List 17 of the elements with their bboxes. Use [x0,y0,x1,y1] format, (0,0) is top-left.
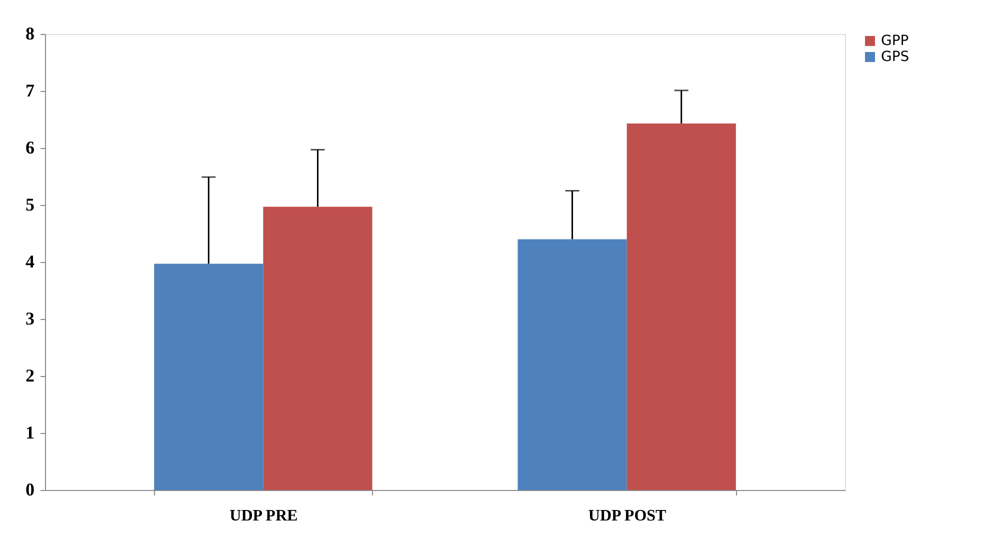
x-tick-label: UDP POST [588,508,667,524]
legend-label: GPS [881,49,910,65]
y-tick-label: 1 [26,422,34,442]
y-tick-label: 6 [26,138,34,158]
y-tick-label: 2 [26,366,34,386]
x-tick-label: UDP PRE [230,508,298,524]
bar [263,206,372,490]
bar [626,123,736,490]
legend-label: GPP [881,33,909,49]
y-tick-label: 3 [26,308,34,328]
y-tick-label: 4 [26,252,34,272]
y-tick-label: 7 [26,80,34,100]
bar [154,264,264,490]
y-tick-label: 0 [26,480,34,500]
y-tick-label: 8 [26,24,34,44]
y-tick-label: 5 [26,194,34,214]
bar [518,239,627,490]
